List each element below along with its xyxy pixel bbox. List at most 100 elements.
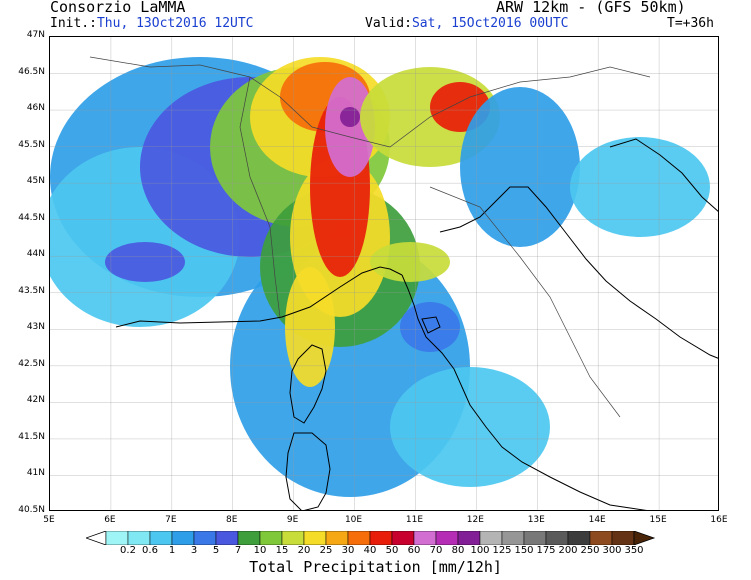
legend-tick-label: 150 [514,545,534,556]
sardinia [285,432,331,510]
valid-value: Sat, 15Oct2016 00UTC [411,16,569,31]
latitude-label: 43N [26,322,45,333]
legend-tick-label: 300 [602,545,622,556]
legend-tick-label: 0.6 [142,545,158,556]
latitude-label: 43.5N [18,285,45,296]
legend-swatch [391,531,415,545]
legend-swatch [347,531,371,545]
latitude-label: 45N [26,176,45,187]
latitude-label: 42N [26,395,45,406]
precip-area [570,137,710,237]
latitude-label: 46N [26,103,45,114]
precip-area [340,107,360,127]
legend-tick-label: 100 [470,545,490,556]
elba [421,316,441,334]
legend-low-arrow [86,531,107,545]
legend-swatch [435,531,459,545]
legend-tick-label: 30 [341,545,355,556]
legend-swatch [149,531,173,545]
ligurian-coast [115,266,403,328]
precip-area [390,367,550,487]
organization-title: Consorzio LaMMA [50,0,186,16]
legend-swatch [369,531,393,545]
legend-swatch [589,531,613,545]
latitude-label: 42.5N [18,358,45,369]
croatia-coast [609,138,718,212]
longitude-label: 11E [405,515,424,525]
legend-swatch [171,531,195,545]
lead-time: T=+36h [667,16,714,31]
legend-title: Total Precipitation [mm/12h] [249,558,502,576]
legend-swatch [479,531,503,545]
latitude-label: 45.5N [18,139,45,150]
map-canvas [50,37,718,510]
longitude-label: 10E [344,515,363,525]
latitude-label: 44.5N [18,212,45,223]
longitude-label: 12E [466,515,484,525]
legend-tick-label: 25 [319,545,333,556]
model-title: ARW 12km - (GFS 50km) [496,0,686,16]
legend-swatch [611,531,635,545]
longitude-label: 13E [527,515,545,525]
alpine-border [89,56,651,148]
precipitation-field [50,57,710,497]
adriatic-coast [439,186,718,359]
legend-tick-label: 5 [212,545,220,556]
legend-high-arrow [633,531,656,545]
legend-swatch [105,531,129,545]
legend-swatch [193,531,217,545]
longitude-label: 7E [165,515,177,525]
init-value: Thu, 13Oct2016 12UTC [96,16,254,31]
legend-swatch [259,531,283,545]
legend-tick-label: 125 [492,545,512,556]
legend-tick-label: 250 [580,545,600,556]
legend-tick-label: 7 [234,545,242,556]
tyrrhenian-coast [401,274,647,510]
legend-tick-label: 3 [190,545,198,556]
lat-lon-grid [50,37,718,510]
init-label: Init.: [50,16,97,31]
precip-area [460,87,580,247]
legend-tick-label: 10 [253,545,267,556]
legend-swatch [413,531,437,545]
legend-swatch [501,531,525,545]
precip-area [285,267,335,387]
latitude-label: 46.5N [18,66,45,77]
legend-swatch [281,531,305,545]
latitude-label: 41.5N [18,431,45,442]
corsica [289,344,327,424]
legend-swatch [215,531,239,545]
legend-swatch [523,531,547,545]
legend-swatch [127,531,151,545]
latitude-label: 44N [26,249,45,260]
init-time: Init.:Thu, 13Oct2016 12UTC [50,16,254,31]
longitude-label: 8E [226,515,238,525]
valid-time: Valid:Sat, 15Oct2016 00UTC [365,16,569,31]
france-italy-border [239,76,281,318]
legend-tick-label: 80 [451,545,465,556]
precipitation-map [49,36,719,511]
legend-swatch [325,531,349,545]
valid-label: Valid: [365,16,412,31]
longitude-label: 14E [588,515,606,525]
latitude-label: 40.5N [18,505,45,515]
italy-regions-border [429,186,621,418]
legend-tick-label: 15 [275,545,289,556]
legend-tick-label: 60 [407,545,421,556]
legend-tick-label: 40 [363,545,377,556]
longitude-label: 5E [43,515,55,525]
legend-swatch [567,531,591,545]
precip-area [105,242,185,282]
legend-tick-label: 70 [429,545,443,556]
legend-tick-label: 200 [558,545,578,556]
legend-swatch [303,531,327,545]
longitude-label: 16E [710,515,728,525]
coastlines [115,138,718,510]
precipitation-legend [86,531,656,545]
legend-tick-label: 20 [297,545,311,556]
borders [89,56,651,418]
precip-area [400,302,460,352]
precip-area [370,242,450,282]
longitude-label: 6E [104,515,116,525]
legend-tick-label: 175 [536,545,556,556]
